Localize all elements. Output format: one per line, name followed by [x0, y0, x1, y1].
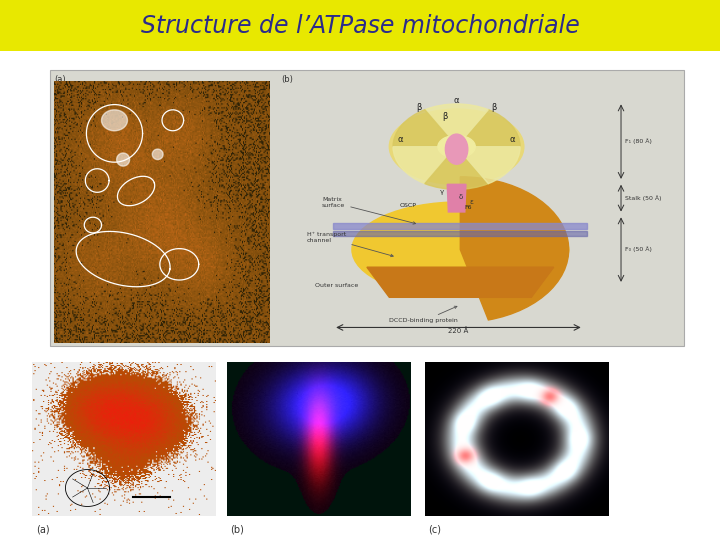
Polygon shape — [333, 231, 588, 237]
Text: α: α — [510, 134, 516, 144]
Polygon shape — [102, 110, 127, 131]
Text: DCCD-binding protein: DCCD-binding protein — [390, 306, 458, 323]
Wedge shape — [393, 147, 456, 184]
Text: (b): (b) — [230, 525, 244, 535]
Text: Matrix
surface: Matrix surface — [322, 197, 415, 224]
Text: β: β — [443, 112, 448, 121]
Wedge shape — [456, 147, 520, 184]
Wedge shape — [393, 110, 456, 147]
Wedge shape — [460, 177, 569, 320]
Text: Outer surface: Outer surface — [315, 284, 358, 288]
Wedge shape — [425, 104, 488, 147]
Bar — [0, 0, 720, 51]
Text: F₁ (80 Å): F₁ (80 Å) — [625, 139, 652, 145]
Ellipse shape — [390, 109, 524, 184]
Polygon shape — [153, 149, 163, 159]
Text: (b): (b) — [281, 75, 292, 84]
Text: (a): (a) — [36, 525, 50, 535]
Ellipse shape — [352, 202, 569, 298]
Text: F₀ (50 Å): F₀ (50 Å) — [625, 247, 652, 252]
Polygon shape — [367, 267, 554, 298]
Text: F6: F6 — [464, 205, 472, 211]
Text: α: α — [454, 96, 459, 105]
Text: β: β — [417, 103, 422, 112]
Text: β: β — [491, 103, 497, 112]
Text: Stalk (50 Å): Stalk (50 Å) — [625, 195, 661, 201]
Text: γ: γ — [440, 190, 444, 195]
Polygon shape — [333, 223, 588, 229]
Text: (a): (a) — [54, 75, 66, 84]
Text: δ: δ — [459, 194, 463, 200]
Text: Structure de l’ATPase mitochondriale: Structure de l’ATPase mitochondriale — [140, 14, 580, 38]
Text: 220 Å: 220 Å — [449, 327, 469, 334]
Text: H⁺ transport
channel: H⁺ transport channel — [307, 232, 393, 256]
Wedge shape — [425, 147, 488, 190]
Polygon shape — [447, 184, 466, 212]
Polygon shape — [117, 153, 130, 166]
Ellipse shape — [438, 136, 475, 158]
Text: ε: ε — [469, 199, 474, 205]
Text: (c): (c) — [428, 525, 441, 535]
Bar — [50, 70, 684, 346]
Text: OSCP: OSCP — [400, 203, 416, 208]
Ellipse shape — [446, 134, 468, 164]
Wedge shape — [456, 110, 520, 147]
Text: α: α — [397, 134, 403, 144]
